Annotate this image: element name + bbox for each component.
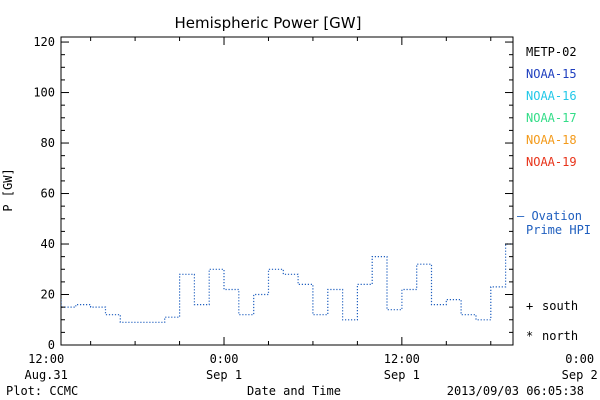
symbol-key-glyph: + — [526, 299, 533, 313]
marker-north-noaa-15-0 — [591, 303, 599, 311]
x-tick-label-date: Sep 2 — [562, 368, 598, 382]
y-axis: 0 20 40 60 80 100 120 — [33, 35, 513, 352]
legend-item-noaa-15: NOAA-15 — [526, 67, 577, 81]
series-noaa-15 — [591, 56, 600, 339]
ovation-hpi-line — [61, 243, 513, 323]
y-tick-label: 20 — [41, 288, 55, 302]
x-tick-label-date: Sep 1 — [384, 368, 420, 382]
legend-item-noaa-17: NOAA-17 — [526, 111, 577, 125]
legend: METP-02 NOAA-15 NOAA-16 NOAA-17 NOAA-18 NOAA-… — [526, 45, 577, 169]
legend-item-noaa-16: NOAA-16 — [526, 89, 577, 103]
y-tick-label: 80 — [41, 136, 55, 150]
plot-frame — [60, 36, 514, 346]
y-axis-label: P [GW] — [1, 168, 15, 211]
plot-timestamp: 2013/09/03 06:05:38 — [447, 384, 584, 398]
y-tick-label: 0 — [48, 338, 55, 352]
x-axis-label: Date and Time — [247, 384, 341, 398]
y-tick-label: 120 — [33, 35, 55, 49]
plot-credit: Plot: CCMC — [6, 384, 78, 398]
marker-south-noaa-18-0 — [591, 333, 599, 341]
symbol-key-glyph: * — [526, 329, 533, 343]
marker-north-metp-02-0 — [583, 308, 591, 316]
marker-north-noaa-18-0 — [583, 328, 591, 336]
x-tick-label-time: 0:00 — [210, 352, 239, 366]
y-tick-label: 60 — [41, 187, 55, 201]
symbol-key: + south * north — [526, 299, 578, 343]
series-noaa-16 — [591, 235, 600, 344]
marker-south-metp-02-1 — [591, 293, 599, 301]
plot-area — [60, 36, 600, 346]
x-tick-label-date: Sep 1 — [206, 368, 242, 382]
y-tick-label: 40 — [41, 237, 55, 251]
x-axis: 12:00 Aug.31 0:00 Sep 1 12:00 Sep 1 0:00 Sep 2 1… — [25, 37, 598, 382]
ovation-label-line: Prime HPI — [526, 223, 591, 237]
symbol-key-label: south — [542, 299, 578, 313]
ovation-label-line: – Ovation — [517, 209, 582, 223]
chart-title: Hemispheric Power [GW] — [175, 14, 362, 32]
x-tick-label-time: 0:00 — [565, 352, 594, 366]
legend-item-noaa-19: NOAA-19 — [526, 155, 577, 169]
marker-south-noaa-16-0 — [591, 303, 599, 311]
legend-item-metp-02: METP-02 — [526, 45, 577, 59]
x-tick-label-date: Aug.31 — [25, 368, 68, 382]
legend-item-noaa-18: NOAA-18 — [526, 133, 577, 147]
symbol-key-label: north — [542, 329, 578, 343]
series-noaa-18 — [583, 258, 600, 342]
x-tick-label-time: 12:00 — [384, 352, 420, 366]
y-tick-label: 100 — [33, 86, 55, 100]
x-tick-label-time: 12:00 — [28, 352, 64, 366]
